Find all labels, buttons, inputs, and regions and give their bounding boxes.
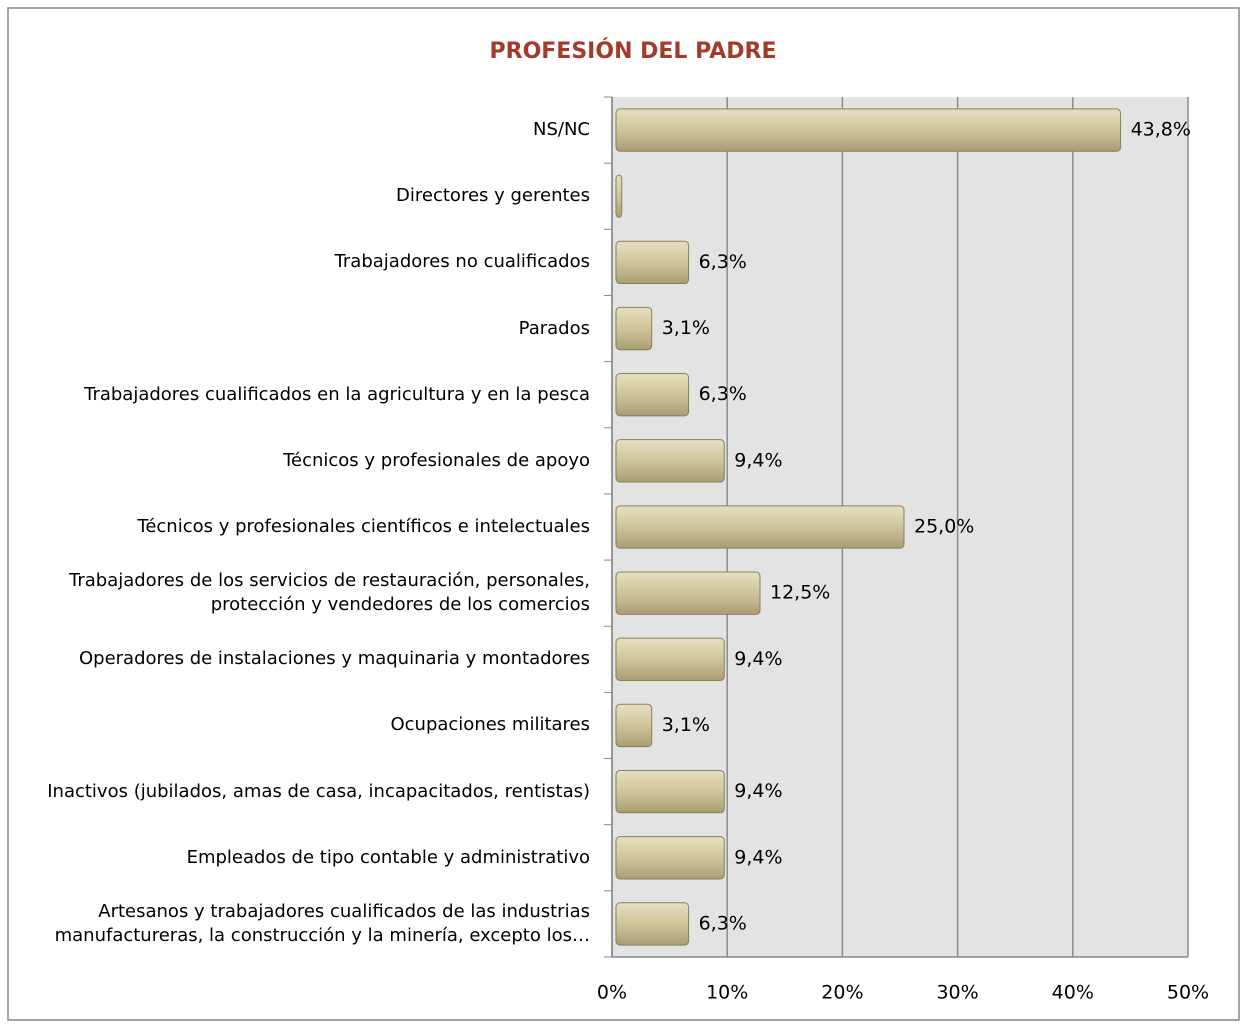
data-label: 12,5% — [770, 582, 830, 604]
bar — [615, 571, 761, 615]
y-tick-label: Trabajadores no cualificados — [334, 251, 590, 273]
data-label: 9,4% — [734, 780, 782, 802]
bar — [615, 637, 725, 681]
y-tick-label: Artesanos y trabajadores cualificados de… — [54, 900, 590, 946]
y-tick-label: Trabajadores cualificados en la agricult… — [84, 383, 590, 405]
x-tick-label: 40% — [1052, 982, 1094, 1004]
data-label: 6,3% — [699, 912, 747, 934]
y-tick-label: Directores y gerentes — [396, 185, 590, 207]
bar — [615, 240, 690, 285]
y-tick-label: Parados — [518, 317, 590, 339]
data-label: 6,3% — [699, 383, 747, 405]
x-tick-label: 30% — [936, 982, 978, 1004]
x-tick-label: 10% — [706, 982, 748, 1004]
bar — [615, 769, 725, 814]
y-tick-label: Operadores de instalaciones y maquinaria… — [78, 648, 590, 670]
bar — [615, 108, 1122, 152]
bar — [615, 439, 725, 483]
y-tick-label: Inactivos (jubilados, amas de casa, inca… — [47, 780, 590, 802]
bar — [615, 836, 725, 880]
y-tick-label: NS/NC — [533, 119, 590, 141]
bar — [615, 902, 690, 946]
y-tick-label: Empleados de tipo contable y administrat… — [186, 846, 590, 868]
y-tick-label: Trabajadores de los servicios de restaur… — [68, 570, 590, 616]
bar — [615, 373, 690, 417]
chart-title: PROFESIÓN DEL PADRE — [490, 38, 777, 64]
x-tick-label: 20% — [821, 982, 863, 1004]
data-label: 9,4% — [734, 846, 782, 868]
bar — [615, 703, 653, 748]
x-tick-label: 50% — [1167, 982, 1209, 1004]
y-tick-label: Técnicos y profesionales de apoyo — [283, 449, 590, 471]
data-label: 6,3% — [699, 251, 747, 273]
y-tick-label: Técnicos y profesionales científicos e i… — [137, 516, 590, 537]
data-label: 9,4% — [734, 449, 782, 471]
data-label: 9,4% — [734, 648, 782, 670]
data-label: 25,0% — [914, 516, 974, 538]
data-label: 3,1% — [662, 317, 710, 339]
bar — [615, 505, 905, 549]
data-label: 3,1% — [662, 714, 710, 736]
x-tick-label: 0% — [597, 982, 627, 1004]
y-tick-label: Ocupaciones militares — [390, 714, 590, 736]
bar — [615, 306, 653, 351]
bar — [615, 174, 623, 218]
data-label: 43,8% — [1131, 119, 1191, 141]
